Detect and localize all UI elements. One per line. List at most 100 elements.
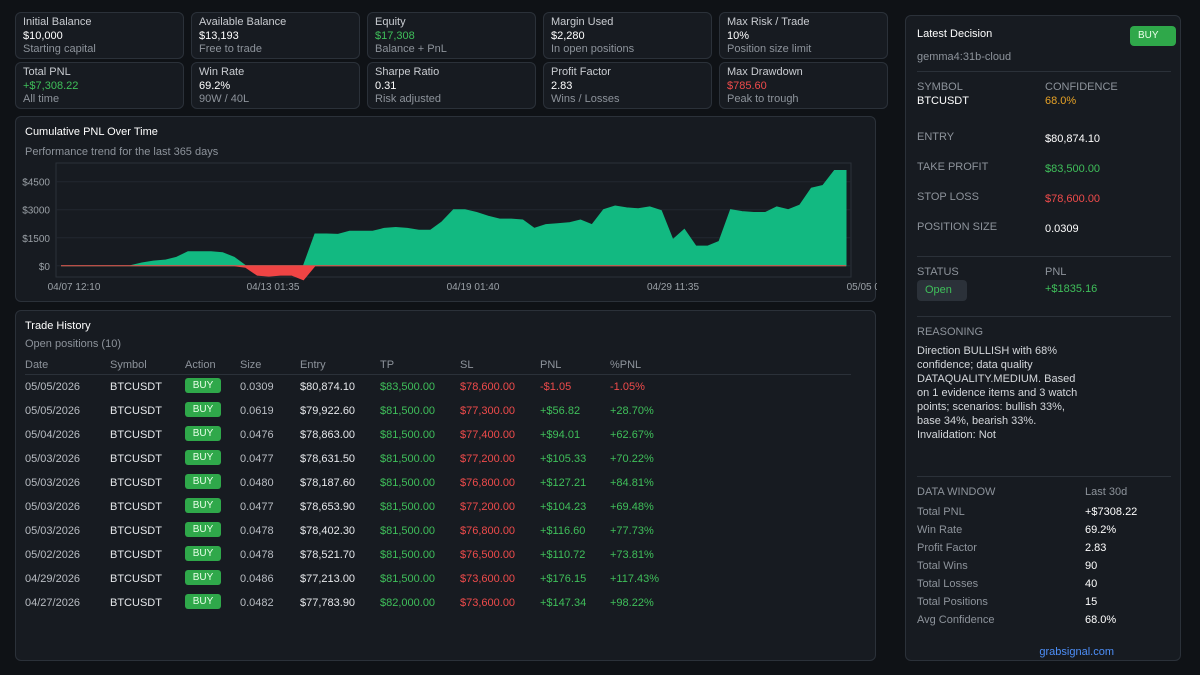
cell-size: 0.0486 bbox=[240, 573, 274, 585]
cell-tp: $81,500.00 bbox=[380, 525, 436, 537]
stat-label: Initial Balance bbox=[23, 16, 92, 28]
table-row[interactable]: 05/04/2026 BTCUSDT BUY 0.0476 $78,863.00 $81,… bbox=[16, 423, 876, 447]
cell-entry: $78,863.00 bbox=[300, 429, 356, 441]
cell-pnl: +$127.21 bbox=[540, 477, 587, 489]
stat-card: Max Drawdown $785.60 Peak to trough bbox=[719, 62, 888, 109]
column-header[interactable]: Action bbox=[185, 359, 216, 371]
cell-date: 05/04/2026 bbox=[25, 429, 81, 441]
cell-sl: $77,300.00 bbox=[460, 405, 516, 417]
y-tick-label: $4500 bbox=[22, 178, 50, 189]
cell-entry: $78,521.70 bbox=[300, 549, 356, 561]
table-row[interactable]: 05/03/2026 BTCUSDT BUY 0.0477 $78,653.90 $81,… bbox=[16, 495, 876, 519]
stop-loss-label: STOP LOSS bbox=[917, 191, 979, 203]
cell-sl: $78,600.00 bbox=[460, 381, 516, 393]
cell-symbol: BTCUSDT bbox=[110, 501, 162, 513]
pnl-value: +$1835.16 bbox=[1045, 283, 1098, 295]
cell-symbol: BTCUSDT bbox=[110, 573, 162, 585]
cell-pct: +73.81% bbox=[610, 549, 654, 561]
metric-label: Avg Confidence bbox=[917, 614, 995, 626]
stat-value: $2,280 bbox=[551, 30, 585, 42]
y-tick-label: $1500 bbox=[22, 234, 50, 245]
stat-subtext: All time bbox=[23, 93, 60, 105]
y-tick-label: $3000 bbox=[22, 206, 50, 217]
table-row[interactable]: 05/03/2026 BTCUSDT BUY 0.0480 $78,187.60 $81,… bbox=[16, 471, 876, 495]
cell-entry: $77,783.90 bbox=[300, 597, 356, 609]
metric-row: Avg Confidence 68.0% bbox=[906, 614, 1176, 632]
stat-value: $785.60 bbox=[727, 80, 767, 92]
cell-pct: +98.22% bbox=[610, 597, 654, 609]
cell-date: 05/05/2026 bbox=[25, 405, 81, 417]
cell-size: 0.0478 bbox=[240, 549, 274, 561]
cell-symbol: BTCUSDT bbox=[110, 597, 162, 609]
cell-entry: $78,631.50 bbox=[300, 453, 356, 465]
cell-sl: $76,800.00 bbox=[460, 525, 516, 537]
data-window-value: Last 30d bbox=[1085, 486, 1128, 498]
column-header[interactable]: PNL bbox=[540, 359, 562, 371]
stat-label: Profit Factor bbox=[551, 66, 611, 78]
action-badge: BUY bbox=[185, 570, 221, 585]
cell-sl: $77,200.00 bbox=[460, 453, 516, 465]
pnl-label: PNL bbox=[1045, 266, 1067, 278]
divider bbox=[917, 71, 1171, 72]
cell-date: 05/03/2026 bbox=[25, 525, 81, 537]
table-row[interactable]: 05/02/2026 BTCUSDT BUY 0.0478 $78,521.70 $81,… bbox=[16, 543, 876, 567]
metric-row: Total Wins 90 bbox=[906, 560, 1176, 578]
metric-value: 2.83 bbox=[1085, 542, 1107, 554]
table-row[interactable]: 04/29/2026 BTCUSDT BUY 0.0486 $77,213.00 $81,… bbox=[16, 567, 876, 591]
latest-decision-panel: Latest Decision BUY gemma4:31b-cloud SYM… bbox=[905, 15, 1181, 661]
decision-title: Latest Decision bbox=[917, 28, 993, 40]
cell-tp: $81,500.00 bbox=[380, 549, 436, 561]
cell-entry: $78,402.30 bbox=[300, 525, 356, 537]
stat-value: $13,193 bbox=[199, 30, 239, 42]
x-tick-label: 04/19 01:40 bbox=[447, 282, 500, 293]
column-header[interactable]: %PNL bbox=[610, 359, 642, 371]
metric-label: Total PNL bbox=[917, 506, 965, 518]
column-header[interactable]: TP bbox=[380, 359, 395, 371]
table-row[interactable]: 04/27/2026 BTCUSDT BUY 0.0482 $77,783.90 $82,… bbox=[16, 591, 876, 615]
column-header[interactable]: Size bbox=[240, 359, 262, 371]
column-header[interactable]: Entry bbox=[300, 359, 326, 371]
take-profit-value: $83,500.00 bbox=[1045, 163, 1101, 175]
cell-size: 0.0477 bbox=[240, 453, 274, 465]
trade-history-panel: Trade History Open positions (10) Date Sy… bbox=[15, 310, 876, 661]
trade-history-subtitle: Open positions (10) bbox=[25, 338, 121, 350]
metric-value: 15 bbox=[1085, 596, 1098, 608]
action-badge: BUY bbox=[185, 378, 221, 393]
cell-date: 05/05/2026 bbox=[25, 381, 81, 393]
table-row[interactable]: 05/03/2026 BTCUSDT BUY 0.0477 $78,631.50 $81,… bbox=[16, 447, 876, 471]
symbol-value: BTCUSDT bbox=[917, 95, 969, 107]
stat-value: $17,308 bbox=[375, 30, 415, 42]
divider bbox=[917, 256, 1171, 257]
cell-date: 04/29/2026 bbox=[25, 573, 81, 585]
action-badge: BUY bbox=[185, 426, 221, 441]
x-tick-label: 05/05 07:55 bbox=[847, 282, 877, 293]
cell-entry: $77,213.00 bbox=[300, 573, 356, 585]
cell-sl: $77,200.00 bbox=[460, 501, 516, 513]
stat-card: Total PNL +$7,308.22 All time bbox=[15, 62, 184, 109]
stop-loss-value: $78,600.00 bbox=[1045, 193, 1101, 205]
confidence-value: 68.0% bbox=[1045, 95, 1077, 107]
metric-row: Win Rate 69.2% bbox=[906, 524, 1176, 542]
action-badge: BUY bbox=[185, 498, 221, 513]
cell-pnl: -$1.05 bbox=[540, 381, 572, 393]
cell-tp: $81,500.00 bbox=[380, 573, 436, 585]
stat-value: 0.31 bbox=[375, 80, 397, 92]
table-row[interactable]: 05/05/2026 BTCUSDT BUY 0.0309 $80,874.10 $83,… bbox=[16, 375, 876, 399]
cell-size: 0.0480 bbox=[240, 477, 274, 489]
table-row[interactable]: 05/05/2026 BTCUSDT BUY 0.0619 $79,922.60 $81,… bbox=[16, 399, 876, 423]
column-header[interactable]: Symbol bbox=[110, 359, 147, 371]
cell-sl: $76,800.00 bbox=[460, 477, 516, 489]
cell-size: 0.0619 bbox=[240, 405, 274, 417]
column-header[interactable]: Date bbox=[25, 359, 49, 371]
cell-tp: $83,500.00 bbox=[380, 381, 436, 393]
cell-pct: +70.22% bbox=[610, 453, 654, 465]
cell-tp: $81,500.00 bbox=[380, 477, 436, 489]
column-header[interactable]: SL bbox=[460, 359, 474, 371]
stat-label: Sharpe Ratio bbox=[375, 66, 440, 78]
stat-label: Total PNL bbox=[23, 66, 71, 78]
footer-link[interactable]: grabsignal.com bbox=[1039, 646, 1114, 658]
stat-card: Initial Balance $10,000 Starting capital bbox=[15, 12, 184, 59]
table-row[interactable]: 05/03/2026 BTCUSDT BUY 0.0478 $78,402.30 $81,… bbox=[16, 519, 876, 543]
cell-date: 04/27/2026 bbox=[25, 597, 81, 609]
x-tick-label: 04/07 12:10 bbox=[48, 282, 101, 293]
